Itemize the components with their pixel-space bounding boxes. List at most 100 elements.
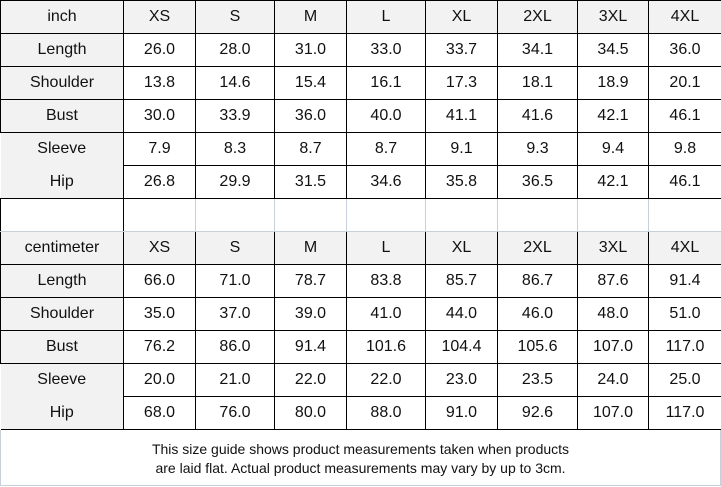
measurement-cell: 36.0 [648, 33, 721, 67]
row-label-bust: Bust [0, 99, 124, 133]
unit-label: centimeter [0, 231, 124, 265]
table-row: Sleeve 7.9 8.3 8.7 8.7 9.1 9.3 9.4 9.8 [0, 132, 721, 166]
measurement-cell: 30.0 [123, 99, 196, 133]
measurement-cell: 35.8 [425, 165, 498, 199]
measurement-cell: 20.0 [123, 363, 196, 397]
row-label-sleeve: Sleeve [0, 132, 124, 166]
empty-cell [346, 198, 426, 232]
spacer-row [0, 198, 721, 232]
size-header-l: L [346, 0, 426, 34]
size-header-4xl: 4XL [648, 0, 721, 34]
measurement-cell: 7.9 [123, 132, 196, 166]
measurement-cell: 15.4 [274, 66, 347, 100]
measurement-cell: 34.6 [346, 165, 426, 199]
table-row: Length 26.0 28.0 31.0 33.0 33.7 34.1 34.5 36.0 [0, 33, 721, 67]
size-header-3xl: 3XL [577, 231, 649, 265]
measurement-cell: 80.0 [274, 396, 347, 430]
measurement-cell: 29.9 [195, 165, 275, 199]
table-row: Shoulder 13.8 14.6 15.4 16.1 17.3 18.1 18.9 20.1 [0, 66, 721, 100]
table-row: Hip 26.8 29.9 31.5 34.6 35.8 36.5 42.1 46.1 [0, 165, 721, 199]
unit-label: inch [0, 0, 124, 34]
measurement-cell: 33.7 [425, 33, 498, 67]
measurement-cell: 41.1 [425, 99, 498, 133]
empty-cell [195, 198, 275, 232]
inch-header-row: inch XS S M L XL 2XL 3XL 4XL [0, 0, 721, 34]
size-header-l: L [346, 231, 426, 265]
table-row: Bust 76.2 86.0 91.4 101.6 104.4 105.6 107.0 117.… [0, 330, 721, 364]
measurement-cell: 117.0 [648, 330, 721, 364]
measurement-cell: 66.0 [123, 264, 196, 298]
empty-cell [425, 198, 498, 232]
measurement-cell: 37.0 [195, 297, 275, 331]
measurement-cell: 42.1 [577, 99, 649, 133]
centimeter-header-row: centimeter XS S M L XL 2XL 3XL 4XL [0, 231, 721, 265]
measurement-cell: 8.3 [195, 132, 275, 166]
measurement-cell: 26.0 [123, 33, 196, 67]
size-guide-note: This size guide shows product measuremen… [0, 430, 721, 486]
size-header-s: S [195, 231, 275, 265]
measurement-cell: 87.6 [577, 264, 649, 298]
table-row: Sleeve 20.0 21.0 22.0 22.0 23.0 23.5 24.0 25.0 [0, 363, 721, 397]
measurement-cell: 44.0 [425, 297, 498, 331]
measurement-cell: 48.0 [577, 297, 649, 331]
size-header-3xl: 3XL [577, 0, 649, 34]
empty-cell [497, 198, 578, 232]
empty-cell [648, 198, 721, 232]
size-header-xl: XL [425, 0, 498, 34]
row-label-length: Length [0, 264, 124, 298]
measurement-cell: 41.6 [497, 99, 578, 133]
measurement-cell: 76.0 [195, 396, 275, 430]
measurement-cell: 33.0 [346, 33, 426, 67]
measurement-cell: 20.1 [648, 66, 721, 100]
measurement-cell: 25.0 [648, 363, 721, 397]
measurement-cell: 91.0 [425, 396, 498, 430]
measurement-cell: 9.1 [425, 132, 498, 166]
measurement-cell: 33.9 [195, 99, 275, 133]
measurement-cell: 31.5 [274, 165, 347, 199]
empty-cell [577, 198, 649, 232]
row-label-bust: Bust [0, 330, 124, 364]
size-header-2xl: 2XL [497, 231, 578, 265]
measurement-cell: 71.0 [195, 264, 275, 298]
note-line-2: are laid flat. Actual product measuremen… [155, 460, 566, 476]
size-header-m: M [274, 0, 347, 34]
measurement-cell: 26.8 [123, 165, 196, 199]
measurement-cell: 46.1 [648, 165, 721, 199]
measurement-cell: 24.0 [577, 363, 649, 397]
measurement-cell: 68.0 [123, 396, 196, 430]
size-header-4xl: 4XL [648, 231, 721, 265]
size-header-2xl: 2XL [497, 0, 578, 34]
note-line-1: This size guide shows product measuremen… [151, 441, 570, 457]
measurement-cell: 18.9 [577, 66, 649, 100]
row-label-sleeve: Sleeve [0, 363, 124, 397]
measurement-cell: 9.8 [648, 132, 721, 166]
measurement-cell: 78.7 [274, 264, 347, 298]
measurement-cell: 39.0 [274, 297, 347, 331]
measurement-cell: 35.0 [123, 297, 196, 331]
empty-cell [123, 198, 196, 232]
row-label-hip: Hip [0, 396, 124, 430]
row-label-shoulder: Shoulder [0, 297, 124, 331]
measurement-cell: 34.5 [577, 33, 649, 67]
measurement-cell: 76.2 [123, 330, 196, 364]
row-label-length: Length [0, 33, 124, 67]
measurement-cell: 14.6 [195, 66, 275, 100]
measurement-cell: 117.0 [648, 396, 721, 430]
measurement-cell: 40.0 [346, 99, 426, 133]
row-label-shoulder: Shoulder [0, 66, 124, 100]
measurement-cell: 104.4 [425, 330, 498, 364]
size-header-s: S [195, 0, 275, 34]
measurement-cell: 36.0 [274, 99, 347, 133]
table-row: Bust 30.0 33.9 36.0 40.0 41.1 41.6 42.1 46.1 [0, 99, 721, 133]
measurement-cell: 105.6 [497, 330, 578, 364]
measurement-cell: 107.0 [577, 396, 649, 430]
size-header-xl: XL [425, 231, 498, 265]
measurement-cell: 46.1 [648, 99, 721, 133]
measurement-cell: 91.4 [274, 330, 347, 364]
measurement-cell: 13.8 [123, 66, 196, 100]
measurement-cell: 22.0 [274, 363, 347, 397]
measurement-cell: 17.3 [425, 66, 498, 100]
size-header-xs: XS [123, 0, 196, 34]
empty-cell [0, 198, 124, 232]
measurement-cell: 31.0 [274, 33, 347, 67]
